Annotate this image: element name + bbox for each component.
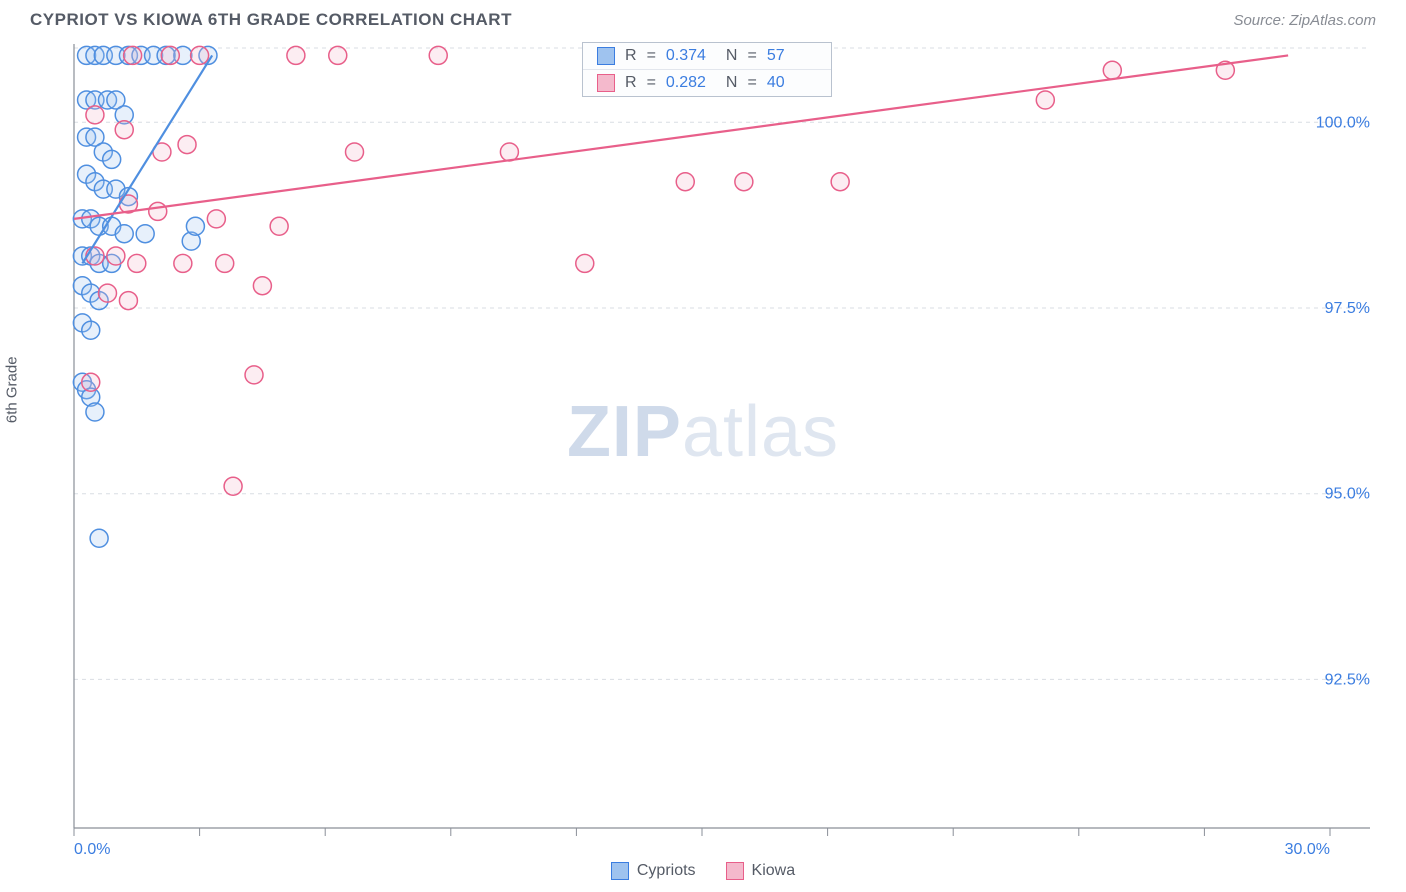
legend-item-cypriots: Cypriots [611, 862, 696, 880]
n-value-cypriots: 57 [767, 47, 817, 65]
stat-eq: = [747, 74, 756, 92]
swatch-icon [597, 47, 615, 65]
r-value-kiowa: 0.282 [666, 74, 716, 92]
stat-eq: = [647, 47, 656, 65]
n-value-kiowa: 40 [767, 74, 817, 92]
stat-eq: = [747, 47, 756, 65]
scatter-chart: 92.5% 95.0% 97.5% 100.0% 0.0% 30.0% [30, 38, 1376, 858]
y-axis-label: 6th Grade [4, 356, 21, 423]
swatch-icon [726, 862, 744, 880]
svg-text:95.0%: 95.0% [1325, 486, 1370, 503]
stats-row-kiowa: R = 0.282 N = 40 [583, 69, 831, 96]
svg-text:100.0%: 100.0% [1316, 114, 1370, 131]
chart-container: 6th Grade ZIPatlas 92.5%95.0%97.5%100.0%… [30, 38, 1376, 858]
r-value-cypriots: 0.374 [666, 47, 716, 65]
legend-label-cypriots: Cypriots [637, 862, 696, 880]
stat-label-n: N [726, 47, 738, 65]
swatch-icon [611, 862, 629, 880]
chart-title: CYPRIOT VS KIOWA 6TH GRADE CORRELATION C… [30, 10, 512, 30]
stats-row-cypriots: R = 0.374 N = 57 [583, 43, 831, 69]
stat-label-n: N [726, 74, 738, 92]
source-label: Source: ZipAtlas.com [1233, 12, 1376, 29]
stat-eq: = [647, 74, 656, 92]
svg-text:30.0%: 30.0% [1285, 841, 1330, 858]
svg-text:0.0%: 0.0% [74, 841, 110, 858]
legend-label-kiowa: Kiowa [752, 862, 796, 880]
stat-label-r: R [625, 74, 637, 92]
stat-label-r: R [625, 47, 637, 65]
legend-item-kiowa: Kiowa [726, 862, 796, 880]
bottom-legend: Cypriots Kiowa [0, 862, 1406, 880]
svg-text:92.5%: 92.5% [1325, 671, 1370, 688]
swatch-icon [597, 74, 615, 92]
svg-text:97.5%: 97.5% [1325, 300, 1370, 317]
stats-legend-box: R = 0.374 N = 57 R = 0.282 N = 40 [582, 42, 832, 97]
